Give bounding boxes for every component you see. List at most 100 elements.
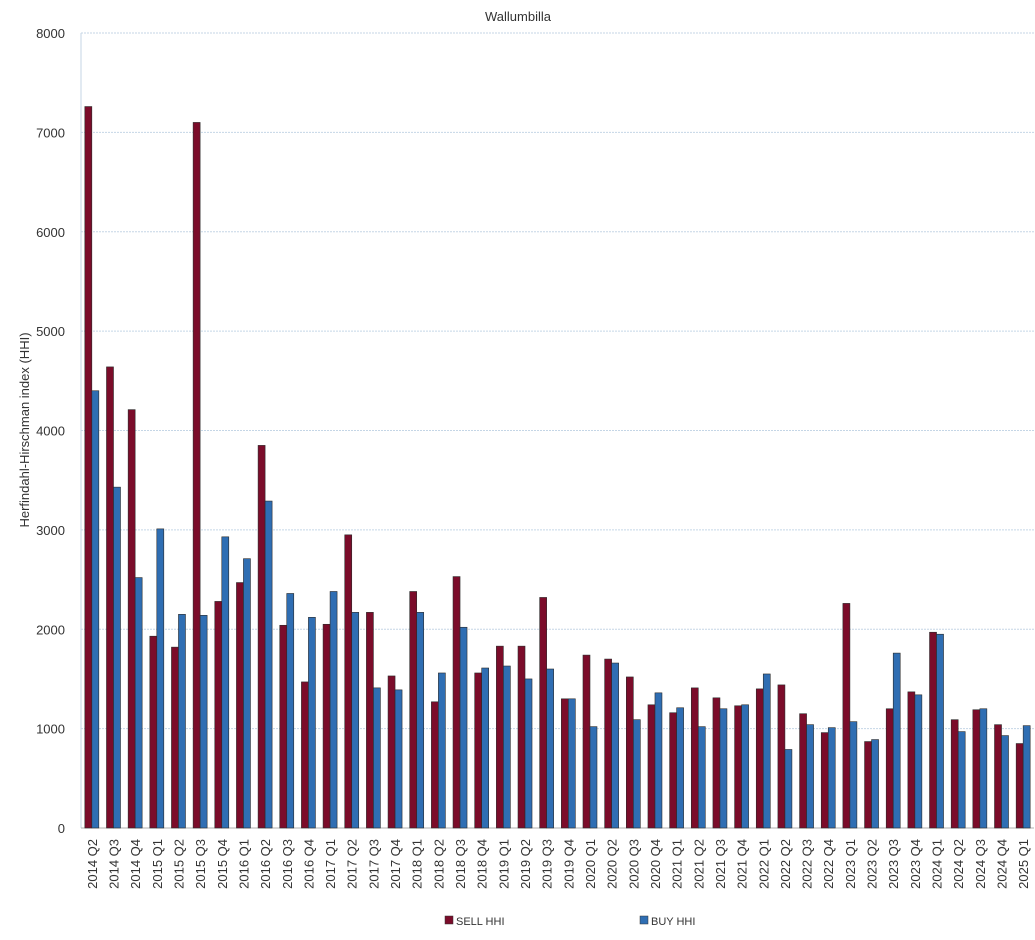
sell-hhi-bar: [257, 445, 266, 829]
sell-hhi-bar: [669, 712, 677, 829]
sell-hhi-bar: [626, 676, 634, 829]
y-tick-label: 2000: [36, 622, 65, 637]
sell-hhi-bar: [301, 681, 309, 829]
chart-title: Wallumbilla: [485, 9, 552, 24]
buy-hhi-bar: [654, 692, 663, 829]
buy-hhi-bar: [156, 528, 165, 829]
sell-hhi-bar: [409, 591, 418, 829]
x-tick-label: 2019 Q1: [496, 839, 511, 889]
buy-hhi-bar: [979, 708, 988, 829]
x-tick-label: 2019 Q3: [540, 839, 555, 889]
sell-hhi-bar: [885, 708, 894, 829]
sell-hhi-bar: [236, 582, 244, 829]
buy-hhi-bar: [308, 617, 316, 829]
sell-hhi-bar: [647, 704, 656, 829]
x-tick-label: 2016 Q3: [280, 839, 295, 889]
x-tick-label: 2016 Q1: [236, 839, 251, 889]
x-tick-label: 2022 Q2: [778, 839, 793, 889]
x-tick-label: 2020 Q4: [648, 839, 663, 889]
x-tick-label: 2016 Q4: [301, 839, 316, 889]
sell-hhi-bar: [149, 635, 158, 829]
sell-hhi-bar: [864, 741, 872, 829]
buy-hhi-bar: [914, 694, 923, 829]
buy-hhi-bar: [611, 662, 619, 829]
buy-hhi-bar: [871, 739, 879, 829]
x-tick-label: 2021 Q2: [691, 839, 706, 889]
sell-hhi-bar: [690, 687, 699, 829]
x-tick-label: 2019 Q2: [518, 839, 533, 889]
y-axis-label: Herfindahl-Hirschman index (HHI): [17, 332, 32, 527]
x-tick-label: 2025 Q1: [1016, 839, 1031, 889]
x-tick-label: 2022 Q1: [756, 839, 771, 889]
sell-hhi-bar: [496, 645, 504, 829]
sell-hhi-bar: [452, 576, 461, 829]
x-tick-label: 2021 Q3: [713, 839, 728, 889]
sell-hhi-bar: [799, 713, 807, 829]
x-tick-label: 2021 Q1: [670, 839, 685, 889]
x-tick-label: 2018 Q4: [475, 839, 490, 889]
x-tick-label: 2014 Q3: [106, 839, 121, 889]
sell-hhi-bar: [517, 645, 526, 829]
y-tick-label: 0: [58, 821, 65, 836]
x-tick-label: 2024 Q4: [995, 839, 1010, 889]
x-tick-label: 2023 Q2: [865, 839, 880, 889]
buy-hhi-bar: [849, 721, 858, 829]
sell-hhi-bar: [907, 691, 916, 829]
sell-hhi-bar: [192, 122, 201, 829]
sell-hhi-bar: [734, 705, 742, 829]
sell-hhi-bar: [950, 719, 959, 829]
buy-hhi-bar: [762, 673, 771, 829]
buy-hhi-bar: [697, 726, 706, 829]
buy-hhi-bar: [806, 724, 814, 829]
buy-hhi-bar: [264, 500, 273, 829]
buy-hhi-bar: [784, 749, 793, 829]
buy-hhi-bar: [329, 591, 338, 829]
sell-hhi-bar: [106, 366, 114, 829]
sell-hhi-bar: [214, 601, 223, 829]
buy-hhi-bar: [134, 577, 143, 829]
buy-hhi-bar: [286, 593, 295, 829]
buy-hhi-bar: [221, 536, 230, 829]
y-tick-label: 8000: [36, 26, 65, 41]
legend-label-sell-hhi: SELL HHI: [456, 916, 505, 928]
sell-hhi-bar: [842, 603, 851, 829]
sell-hhi-bar: [755, 688, 764, 829]
y-tick-label: 6000: [36, 225, 65, 240]
sell-hhi-bar: [777, 684, 786, 829]
buy-hhi-bar: [1022, 725, 1031, 829]
buy-hhi-bar: [827, 727, 836, 829]
x-tick-label: 2019 Q4: [561, 839, 576, 889]
buy-hhi-bar: [589, 726, 598, 829]
x-tick-label: 2015 Q4: [215, 839, 230, 889]
x-tick-label: 2022 Q4: [821, 839, 836, 889]
x-tick-label: 2014 Q2: [85, 839, 100, 889]
x-tick-label: 2018 Q2: [431, 839, 446, 889]
buy-hhi-bar: [481, 667, 489, 829]
x-axis: 2014 Q2 2014 Q3 2014 Q4 2015 Q1 2015 Q2 2015 …: [85, 839, 1031, 889]
x-tick-label: 2021 Q4: [735, 839, 750, 889]
buy-hhi-bar: [438, 672, 446, 829]
x-tick-label: 2020 Q3: [626, 839, 641, 889]
legend-swatch-buy-hhi: [639, 915, 649, 925]
y-tick-label: 4000: [36, 424, 65, 439]
x-tick-label: 2015 Q2: [171, 839, 186, 889]
x-tick-label: 2020 Q1: [583, 839, 598, 889]
x-tick-label: 2018 Q1: [410, 839, 425, 889]
x-tick-label: 2024 Q3: [973, 839, 988, 889]
sell-hhi-bar: [582, 654, 591, 829]
sell-hhi-bar: [171, 646, 179, 829]
sell-hhi-bar: [820, 732, 829, 829]
buy-hhi-bar: [936, 633, 944, 829]
sell-hhi-bar: [387, 675, 396, 829]
buy-hhi-bar: [1001, 735, 1009, 829]
x-tick-label: 2018 Q3: [453, 839, 468, 889]
sell-hhi-bar: [539, 597, 547, 829]
x-tick-label: 2017 Q3: [366, 839, 381, 889]
buy-hhi-bar: [199, 615, 208, 829]
x-tick-label: 2017 Q1: [323, 839, 338, 889]
x-tick-label: 2024 Q2: [951, 839, 966, 889]
sell-hhi-bar: [322, 623, 331, 829]
x-tick-label: 2015 Q3: [193, 839, 208, 889]
sell-hhi-bar: [127, 409, 136, 829]
